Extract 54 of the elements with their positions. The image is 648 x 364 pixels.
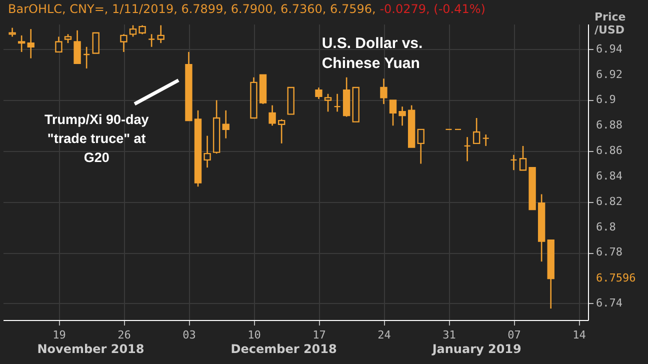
x-tick-label: 26	[118, 328, 131, 342]
y-axis-title: Price /USD	[594, 10, 626, 36]
candlestick	[519, 145, 527, 171]
candlestick	[464, 136, 471, 162]
candlestick	[278, 118, 286, 144]
annotation: Trump/Xi 90-day "trade truce" at G20	[44, 112, 150, 165]
y-tick-label: 6.92	[596, 68, 622, 81]
candlestick	[398, 106, 406, 126]
x-tick-label: 03	[182, 328, 196, 342]
chart-subtitle: -0.0279, (-0.41%)	[378, 2, 486, 16]
candlestick	[82, 46, 90, 70]
x-tick-label: 10	[248, 328, 261, 342]
x-tick-label: 24	[378, 328, 392, 342]
y-tick-label: 6.8	[596, 220, 616, 234]
y-tick-label: 6.84	[596, 169, 623, 182]
candlestick	[27, 28, 34, 59]
y-tick-label: 6.88	[596, 118, 622, 132]
candlestick	[417, 128, 424, 164]
candlestick	[129, 24, 137, 38]
x-tick-label: 31	[442, 328, 456, 342]
x-tick-label: 07	[508, 328, 521, 342]
candlestick	[315, 86, 322, 100]
candlestick	[334, 93, 341, 112]
candlestick	[204, 135, 211, 168]
candlestick	[324, 93, 332, 112]
annotation: U.S. Dollar vs. Chinese Yuan	[322, 35, 423, 72]
y-tick-label: 6.78	[596, 246, 622, 259]
text: December 2018	[230, 342, 337, 356]
text: November 2018	[37, 342, 144, 356]
candlestick	[74, 30, 81, 64]
candlestick	[472, 117, 480, 144]
candlestick	[268, 104, 276, 126]
x-tick-label: 14	[572, 328, 586, 342]
candlestick	[389, 100, 397, 126]
text: January 2019	[431, 342, 522, 356]
y-tick-label: 6.9	[596, 93, 616, 106]
candlestick	[148, 34, 156, 48]
candlestick	[482, 134, 490, 147]
y-tick-label: 6.7596	[596, 272, 636, 285]
x-tick-label: 17	[312, 328, 326, 342]
candlestick	[380, 78, 388, 105]
y-tick-label: 6.82	[596, 194, 622, 208]
candlestick	[510, 154, 518, 171]
candlestick	[18, 34, 26, 53]
y-tick-label: 6.86	[596, 144, 622, 158]
y-tick-label: 6.74	[596, 296, 623, 310]
candlestick	[222, 110, 230, 139]
y-tick-label: 6.94	[596, 42, 623, 56]
candlestick	[157, 24, 164, 44]
chart-title: BarOHLC, CNY=, 1/11/2019, 6.7899, 6.7900, 6.7360, 6.7596,	[8, 2, 376, 16]
x-tick-label: 19	[52, 328, 66, 342]
candlestick	[55, 36, 62, 53]
candlestick	[120, 34, 128, 53]
candlestick	[92, 32, 100, 54]
